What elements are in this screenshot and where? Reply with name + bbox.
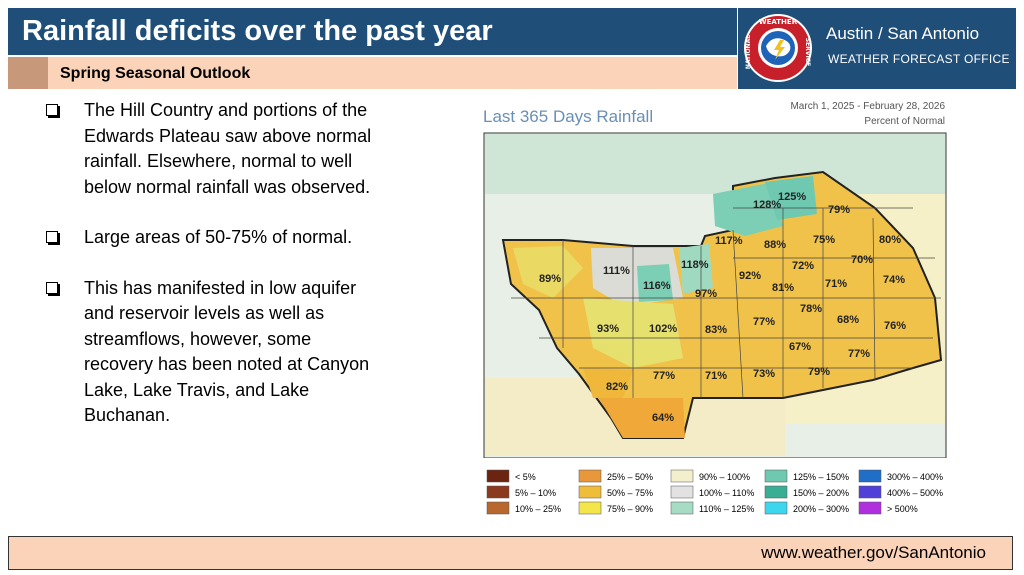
legend-label: 50% – 75% (607, 488, 653, 498)
nws-logo-icon: WEATHER NATIONAL SERVICE (744, 14, 812, 82)
county-value: 81% (772, 282, 794, 294)
legend-label: 10% – 25% (515, 504, 561, 514)
office-branding: WEATHER NATIONAL SERVICE Austin / San An… (738, 8, 1016, 89)
legend-swatch (764, 501, 788, 515)
county-value: 78% (800, 303, 822, 315)
legend-swatch (486, 501, 510, 515)
county-value: 89% (539, 273, 561, 285)
legend-label: 100% – 110% (699, 488, 754, 498)
slide-subtitle: Spring Seasonal Outlook (60, 65, 251, 82)
legend-swatch (764, 469, 788, 483)
county-value: 71% (825, 278, 847, 290)
county-value: 79% (808, 366, 830, 378)
checkbox-bullet-icon (46, 231, 58, 243)
county-value: 125% (778, 191, 806, 203)
footer-url-link[interactable]: www.weather.gov/SanAntonio (761, 543, 986, 562)
legend-label: 400% – 500% (887, 488, 943, 498)
svg-text:NATIONAL: NATIONAL (745, 35, 752, 69)
bullet-text: The Hill Country and portions of the Edw… (84, 100, 372, 197)
legend-label: 25% – 50% (607, 472, 653, 482)
checkbox-bullet-icon (46, 104, 58, 116)
county-value: 77% (753, 316, 775, 328)
county-labels: 128% 125% 79% 117% 88% 75% 80% 118% 92% … (539, 191, 906, 424)
county-value: 82% (606, 381, 628, 393)
bullet-text: Large areas of 50-75% of normal. (84, 227, 353, 247)
county-value: 102% (649, 323, 677, 335)
legend-swatches: < 5% 5% – 10% 10% – 25% 25% – 50% 50% – 75% 7… (486, 469, 943, 515)
slide-title: Rainfall deficits over the past year (22, 15, 493, 47)
county-value: 64% (652, 412, 674, 424)
legend-swatch (670, 485, 694, 499)
subtitle-bar: Spring Seasonal Outlook (8, 57, 737, 89)
county-value: 111% (603, 265, 630, 277)
legend-swatch (764, 485, 788, 499)
subtitle-accent (8, 57, 48, 89)
county-value: 93% (597, 323, 619, 335)
bullet-item: The Hill Country and portions of the Edw… (44, 98, 374, 200)
rainfall-map: Last 365 Days Rainfall March 1, 2025 - F… (483, 98, 951, 459)
county-value: 116% (643, 280, 671, 292)
legend-label: 75% – 90% (607, 504, 653, 514)
svg-text:WEATHER: WEATHER (759, 18, 798, 26)
title-bar: Rainfall deficits over the past year (8, 8, 737, 55)
rainfall-map-panel: Last 365 Days Rainfall March 1, 2025 - F… (483, 98, 951, 459)
county-value: 76% (884, 320, 906, 332)
legend-swatch (858, 485, 882, 499)
bullet-item: Large areas of 50-75% of normal. (44, 225, 374, 251)
county-value: 71% (705, 370, 727, 382)
map-legend: < 5% 5% – 10% 10% – 25% 25% – 50% 50% – 75% 7… (483, 468, 953, 518)
county-value: 80% (879, 234, 901, 246)
legend-label: 125% – 150% (793, 472, 849, 482)
legend-label: 5% – 10% (515, 488, 556, 498)
county-value: 79% (828, 204, 850, 216)
legend-label: 200% – 300% (793, 504, 849, 514)
office-name: Austin / San Antonio (826, 24, 980, 43)
legend-label: > 500% (887, 504, 918, 514)
legend-label: 300% – 400% (887, 472, 943, 482)
county-value: 74% (883, 274, 905, 286)
svg-text:SERVICE: SERVICE (804, 38, 811, 66)
county-value: 70% (851, 254, 873, 266)
county-value: 117% (715, 235, 743, 247)
county-value: 92% (739, 270, 761, 282)
legend-swatch (858, 469, 882, 483)
legend-swatch (486, 485, 510, 499)
bullet-text: This has manifested in low aquifer and r… (84, 277, 370, 426)
bullet-list: The Hill Country and portions of the Edw… (44, 98, 374, 454)
legend-swatch (578, 485, 602, 499)
legend-swatch (858, 501, 882, 515)
legend-swatch (486, 469, 510, 483)
legend-swatch (670, 501, 694, 515)
county-value: 77% (848, 348, 870, 360)
office-subtitle: WEATHER FORECAST OFFICE (828, 52, 1010, 66)
map-title: Last 365 Days Rainfall (483, 107, 653, 126)
county-value: 67% (789, 341, 811, 353)
county-value: 83% (705, 324, 727, 336)
county-value: 72% (792, 260, 814, 272)
legend-label: 90% – 100% (699, 472, 750, 482)
map-date-range: March 1, 2025 - February 28, 2026 (790, 101, 945, 112)
county-value: 77% (653, 370, 675, 382)
county-value: 88% (764, 239, 786, 251)
map-frame: 128% 125% 79% 117% 88% 75% 80% 118% 92% … (483, 132, 947, 459)
legend-swatch (670, 469, 694, 483)
checkbox-bullet-icon (46, 281, 58, 294)
county-value: 73% (753, 368, 775, 380)
county-value: 68% (837, 314, 859, 326)
county-value: 118% (681, 259, 709, 271)
legend-label: < 5% (515, 472, 536, 482)
legend-label: 110% – 125% (699, 504, 754, 514)
footer-bar: www.weather.gov/SanAntonio (8, 536, 1013, 570)
map-units: Percent of Normal (864, 116, 945, 127)
legend-label: 150% – 200% (793, 488, 849, 498)
county-value: 128% (753, 199, 781, 211)
legend-swatch (578, 469, 602, 483)
county-value: 75% (813, 234, 835, 246)
legend-swatch (578, 501, 602, 515)
county-value: 97% (695, 288, 717, 300)
bullet-item: This has manifested in low aquifer and r… (44, 276, 374, 429)
